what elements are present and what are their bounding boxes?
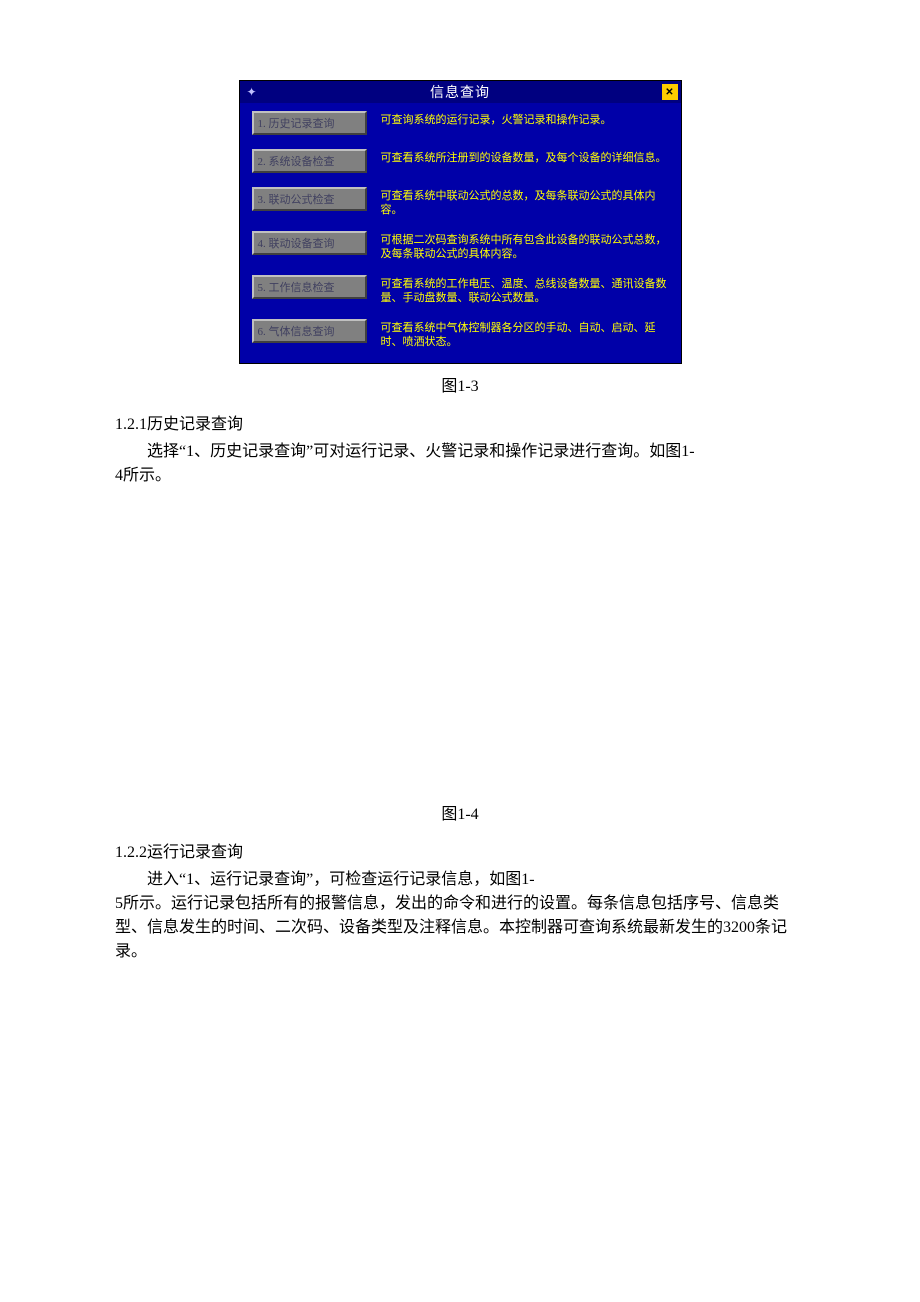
menu-row: 2. 系统设备检查 可查看系统所注册到的设备数量，及每个设备的详细信息。 xyxy=(252,149,669,173)
menu-desc-1: 可查询系统的运行记录，火警记录和操作记录。 xyxy=(381,113,612,127)
menu-desc-2: 可查看系统所注册到的设备数量，及每个设备的详细信息。 xyxy=(381,151,667,165)
para-line: 4所示。 xyxy=(115,467,171,484)
menu-desc-6: 可查看系统中气体控制器各分区的手动、自动、启动、延时、喷洒状态。 xyxy=(381,321,669,349)
section-para-1-2-2: 进入“1、运行记录查询”，可检查运行记录信息，如图1- 5所示。运行记录包括所有… xyxy=(115,868,805,964)
menu-button-3[interactable]: 3. 联动公式检查 xyxy=(252,187,367,211)
section-heading-1-2-1: 1.2.1历史记录查询 xyxy=(115,410,805,434)
para-line: 选择“1、历史记录查询”可对运行记录、火警记录和操作记录进行查询。如图1- xyxy=(115,440,695,464)
para-line: 5所示。运行记录包括所有的报警信息，发出的命令和进行的设置。每条信息包括序号、信… xyxy=(115,895,787,960)
menu-button-4[interactable]: 4. 联动设备查询 xyxy=(252,231,367,255)
para-line: 进入“1、运行记录查询”，可检查运行记录信息，如图1- xyxy=(115,868,535,892)
menu-row: 5. 工作信息检查 可查看系统的工作电压、温度、总线设备数量、通讯设备数量、手动… xyxy=(252,275,669,305)
window-body: 1. 历史记录查询 可查询系统的运行记录，火警记录和操作记录。 2. 系统设备检… xyxy=(240,103,681,363)
menu-row: 1. 历史记录查询 可查询系统的运行记录，火警记录和操作记录。 xyxy=(252,111,669,135)
menu-button-6[interactable]: 6. 气体信息查询 xyxy=(252,319,367,343)
titlebar: ✦ 信息查询 ✕ xyxy=(240,81,681,103)
window-title: 信息查询 xyxy=(240,82,681,102)
section-para-1-2-1: 选择“1、历史记录查询”可对运行记录、火警记录和操作记录进行查询。如图1- 4所… xyxy=(115,440,805,488)
menu-button-5[interactable]: 5. 工作信息检查 xyxy=(252,275,367,299)
figure-caption-1-3: 图1-3 xyxy=(115,372,805,396)
menu-button-1[interactable]: 1. 历史记录查询 xyxy=(252,111,367,135)
menu-desc-4: 可根据二次码查询系统中所有包含此设备的联动公式总数，及每条联动公式的具体内容。 xyxy=(381,233,669,261)
menu-row: 6. 气体信息查询 可查看系统中气体控制器各分区的手动、自动、启动、延时、喷洒状… xyxy=(252,319,669,349)
info-query-window: ✦ 信息查询 ✕ 1. 历史记录查询 可查询系统的运行记录，火警记录和操作记录。… xyxy=(239,80,682,364)
close-icon[interactable]: ✕ xyxy=(662,84,678,100)
menu-button-2[interactable]: 2. 系统设备检查 xyxy=(252,149,367,173)
menu-row: 4. 联动设备查询 可根据二次码查询系统中所有包含此设备的联动公式总数，及每条联… xyxy=(252,231,669,261)
menu-desc-5: 可查看系统的工作电压、温度、总线设备数量、通讯设备数量、手动盘数量、联动公式数量… xyxy=(381,277,669,305)
section-heading-1-2-2: 1.2.2运行记录查询 xyxy=(115,838,805,862)
figure-caption-1-4: 图1-4 xyxy=(115,800,805,824)
menu-desc-3: 可查看系统中联动公式的总数，及每条联动公式的具体内容。 xyxy=(381,189,669,217)
figure-1-4-placeholder xyxy=(115,494,805,794)
menu-row: 3. 联动公式检查 可查看系统中联动公式的总数，及每条联动公式的具体内容。 xyxy=(252,187,669,217)
